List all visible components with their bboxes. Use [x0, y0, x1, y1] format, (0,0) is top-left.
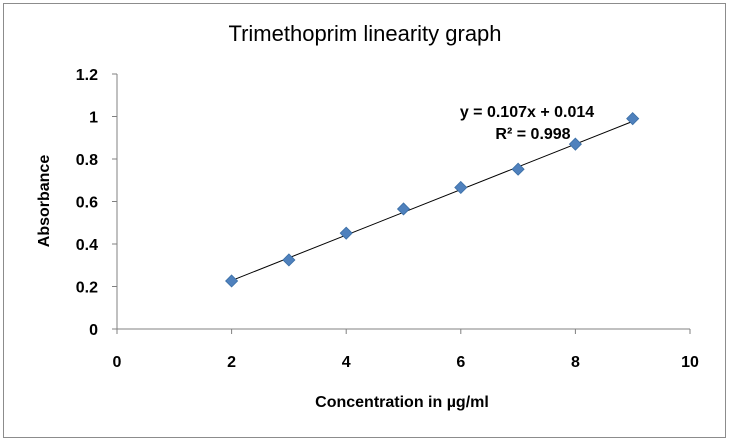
- x-tick-label: 6: [456, 354, 465, 371]
- y-tick-label: 0.6: [76, 195, 98, 212]
- x-axis-title: Concentration in µg/ml: [315, 394, 489, 411]
- x-tick-label: 10: [681, 354, 699, 371]
- data-point: [568, 137, 582, 151]
- axes: [112, 73, 691, 334]
- tick-labels: 0 0.2 0.4 0.6 0.8 1 1.2 0 2 4 6 8 10: [76, 67, 699, 371]
- chart-frame: [3, 3, 726, 438]
- x-tick-label: 2: [227, 354, 236, 371]
- y-tick-label: 0.4: [76, 237, 98, 254]
- trendline-group: [231, 120, 633, 282]
- r-squared-label: R² = 0.998: [495, 126, 570, 143]
- x-tick-label: 0: [113, 354, 122, 371]
- y-tick-label: 0: [89, 322, 98, 339]
- data-points: [225, 112, 640, 288]
- regression-equation: y = 0.107x + 0.014: [460, 104, 594, 121]
- y-tick-label: 0.8: [76, 152, 98, 169]
- y-tick-label: 1: [89, 110, 98, 127]
- data-point: [511, 162, 525, 176]
- x-tick-label: 4: [342, 354, 351, 371]
- data-point: [396, 202, 411, 216]
- chart-title: Trimethoprim linearity graph: [228, 21, 501, 46]
- x-tick-label: 8: [571, 354, 580, 371]
- data-point: [339, 226, 353, 240]
- y-axis-title: Absorbance: [36, 155, 53, 248]
- data-point: [225, 274, 239, 288]
- y-tick-label: 1.2: [76, 67, 98, 84]
- data-point: [626, 112, 640, 126]
- y-tick-label: 0.2: [76, 280, 98, 297]
- trendline: [231, 120, 633, 282]
- data-point: [282, 253, 296, 267]
- data-point: [454, 180, 468, 195]
